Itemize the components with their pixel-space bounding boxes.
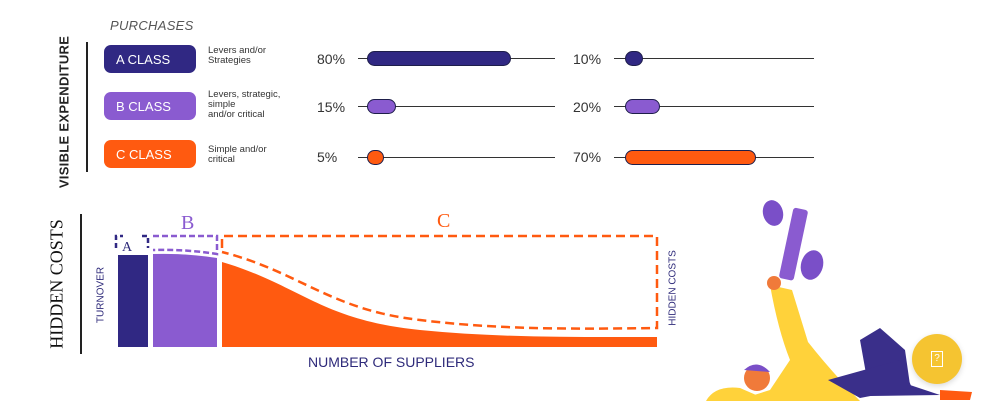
b-class-description: Levers, strategic, simple and/or critical bbox=[208, 89, 281, 120]
help-button[interactable]: ? bbox=[912, 334, 962, 384]
a-class-right-bar bbox=[625, 51, 643, 66]
b-class-left-percent: 15% bbox=[317, 99, 346, 115]
a-class-left-percent: 80% bbox=[317, 51, 346, 67]
c-class-left-track bbox=[358, 157, 555, 158]
hidden-costs-axis-label: HIDDEN COSTS bbox=[667, 249, 679, 326]
c-class-left-percent: 5% bbox=[317, 149, 338, 165]
c-class-right-bar bbox=[625, 150, 756, 165]
segment-b-label: B bbox=[181, 212, 195, 234]
c-class-right-percent: 70% bbox=[573, 149, 602, 165]
c-class-left-bar bbox=[367, 150, 384, 165]
a-class-left-bar bbox=[367, 51, 511, 66]
x-axis-label: NUMBER OF SUPPLIERS bbox=[308, 354, 475, 370]
b-class-left-track bbox=[358, 106, 555, 107]
segment-a-label: A bbox=[122, 240, 133, 255]
b-class-right-bar bbox=[625, 99, 660, 114]
segment-b-area bbox=[153, 253, 217, 347]
segment-a-area bbox=[118, 255, 148, 347]
segment-c-area bbox=[222, 262, 657, 347]
hidden-costs-divider bbox=[80, 214, 82, 354]
help-icon: ? bbox=[931, 351, 943, 367]
purchases-heading: PURCHASES bbox=[110, 18, 194, 33]
segment-c-outline bbox=[220, 234, 659, 330]
a-class-badge: A CLASS bbox=[104, 45, 196, 73]
a-class-right-percent: 10% bbox=[573, 51, 602, 67]
c-class-description: Simple and/or critical bbox=[208, 144, 267, 165]
segment-a-outline bbox=[114, 234, 150, 248]
b-class-right-percent: 20% bbox=[573, 99, 602, 115]
segment-b-outline bbox=[152, 234, 219, 256]
turnover-axis-label: TURNOVER bbox=[95, 266, 107, 324]
a-class-right-track bbox=[614, 58, 814, 59]
visible-expenditure-divider bbox=[86, 42, 88, 172]
b-class-badge: B CLASS bbox=[104, 92, 196, 120]
b-class-left-bar bbox=[367, 99, 396, 114]
c-class-badge: C CLASS bbox=[104, 140, 196, 168]
a-class-description: Levers and/or Strategies bbox=[208, 45, 267, 66]
b-class-right-track bbox=[614, 106, 814, 107]
segment-c-label: C bbox=[437, 210, 451, 232]
person-illustration bbox=[706, 200, 972, 401]
